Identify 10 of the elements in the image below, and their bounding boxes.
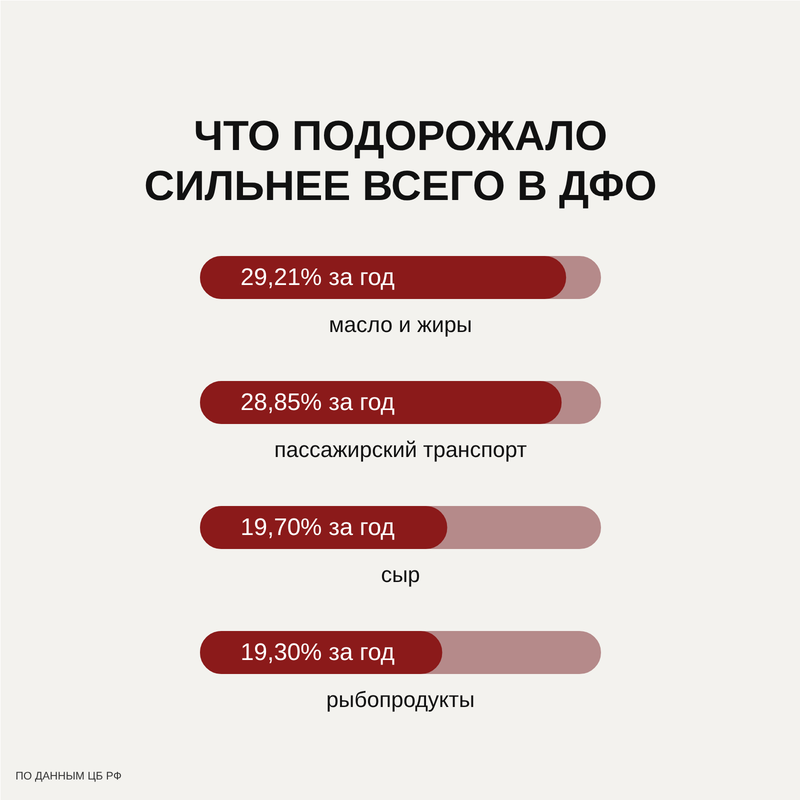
- chart-title: ЧТО ПОДОРОЖАЛО СИЛЬНЕЕ ВСЕГО В ДФО: [144, 112, 657, 209]
- y-tick-label: рыбопродукты: [326, 687, 475, 712]
- text: ПО ДАННЫМ ЦБ РФ: [16, 770, 122, 782]
- y-tick-label: сыр: [380, 562, 420, 587]
- data-label: 28,85% за год: [240, 389, 395, 416]
- data-label: 19,30% за год: [240, 639, 395, 666]
- data-label: 29,21% за год: [240, 264, 395, 291]
- y-tick-label: пассажирский транспорт: [274, 437, 527, 462]
- data-label: 19,70% за год: [240, 514, 395, 541]
- y-tick-label: масло и жиры: [328, 312, 472, 337]
